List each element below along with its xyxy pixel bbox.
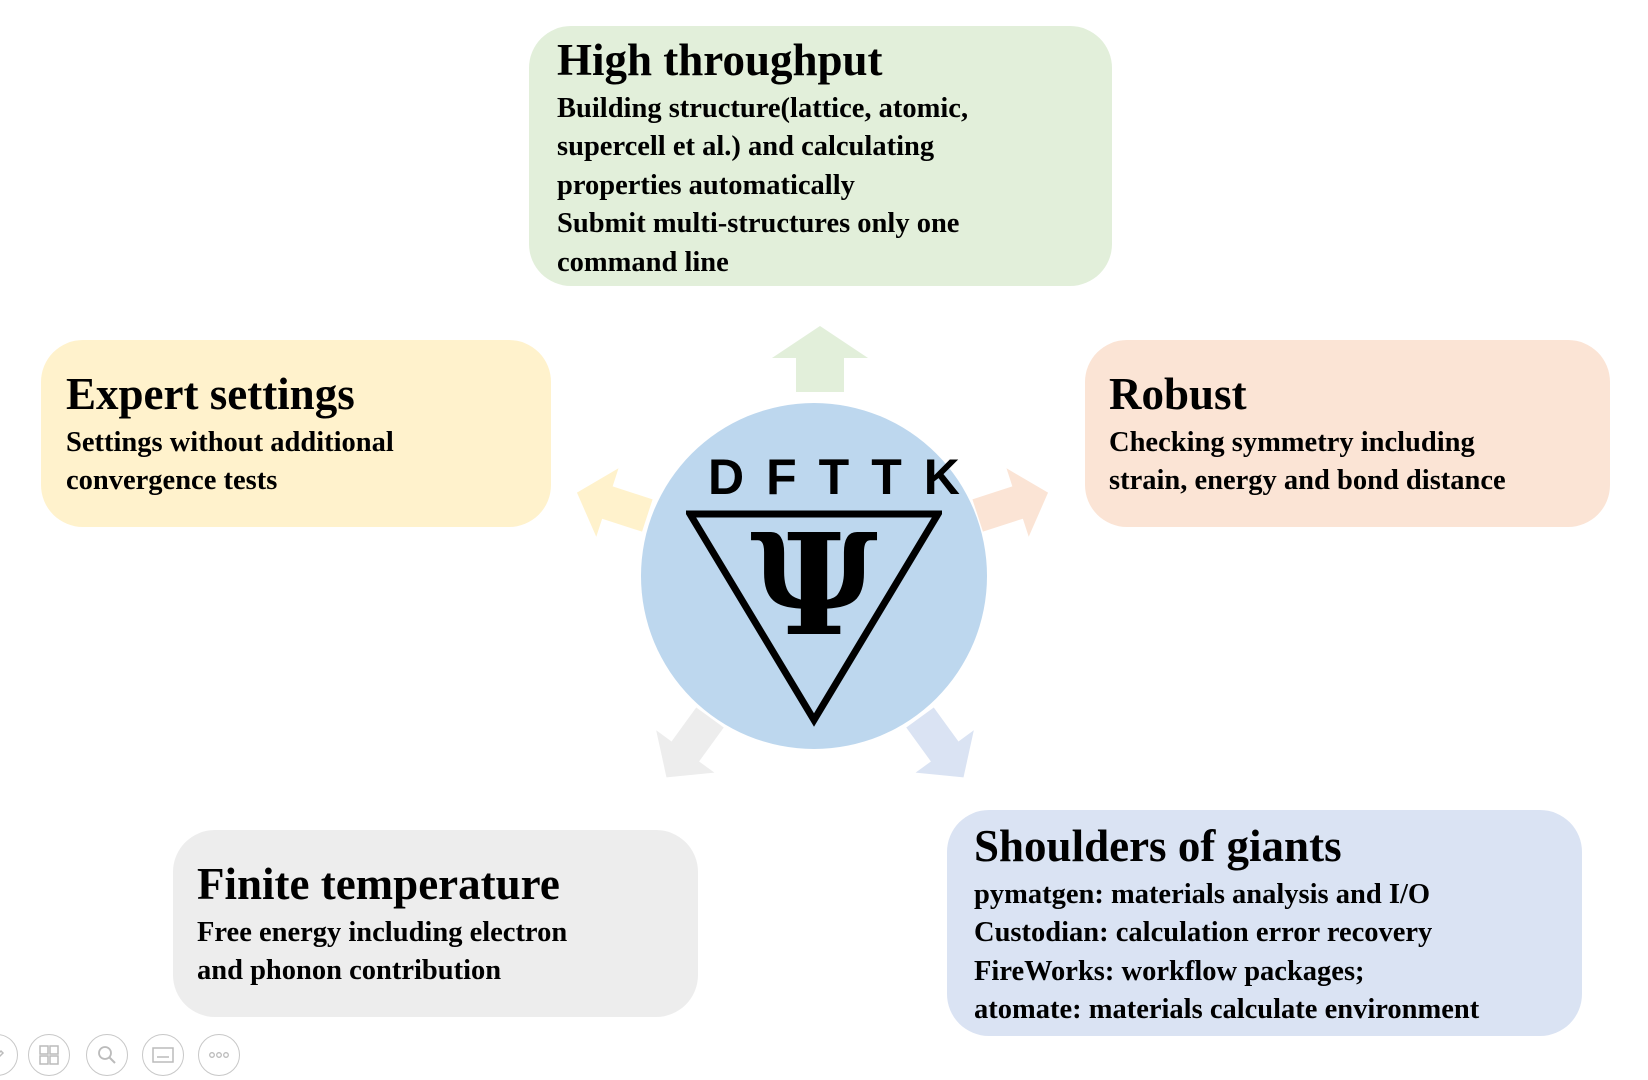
card-line: properties automatically: [557, 169, 855, 201]
center-hub: [641, 403, 987, 749]
card-line: command line: [557, 246, 729, 278]
card-line: Custodian: calculation error recovery: [974, 917, 1433, 948]
dfttk-logo-text: DFTTK: [708, 449, 982, 505]
card-line: strain, energy and bond distance: [1109, 465, 1506, 496]
card-line: Checking symmetry including: [1109, 426, 1475, 458]
card-expert-settings: Expert settings Settings without additio…: [41, 340, 551, 527]
card-title: Finite temperature: [197, 859, 560, 909]
card-title: High throughput: [557, 35, 883, 85]
card-title: Expert settings: [66, 369, 355, 419]
arrow-lower-right: [906, 707, 974, 778]
presentation-toolbar: [0, 1034, 260, 1078]
more-icon: [209, 1052, 229, 1058]
card-line: atomate: materials calculate environment: [974, 994, 1480, 1025]
zoom-icon: [98, 1046, 116, 1064]
card-finite-temperature: Finite temperature Free energy including…: [173, 830, 698, 1017]
card-line: and phonon contribution: [197, 955, 502, 986]
pen-icon: [0, 1049, 5, 1058]
card-high-throughput: High throughput Building structure(latti…: [529, 26, 1112, 286]
subtitles-icon: [152, 1047, 174, 1063]
psi-symbol: Ψ: [750, 510, 878, 668]
arrow-upper-left: [576, 468, 653, 537]
card-line: supercell et al.) and calculating: [557, 131, 935, 162]
slides-grid-button[interactable]: [28, 1034, 70, 1076]
card-shoulders-of-giants: Shoulders of giants pymatgen: materials …: [947, 810, 1582, 1036]
arrow-up: [772, 326, 868, 392]
card-robust: Robust Checking symmetry including strai…: [1085, 340, 1610, 527]
card-line: Free energy including electron: [197, 916, 568, 948]
slides-grid-icon: [39, 1045, 59, 1065]
card-line: Submit multi-structures only one: [557, 208, 960, 239]
arrow-lower-left: [656, 707, 724, 778]
more-button[interactable]: [198, 1034, 240, 1076]
card-line: Building structure(lattice, atomic,: [557, 92, 969, 124]
subtitles-button[interactable]: [142, 1034, 184, 1076]
card-line: FireWorks: workflow packages;: [974, 955, 1365, 987]
arrow-upper-right: [972, 468, 1049, 537]
psi-triangle-logo: Ψ: [686, 510, 942, 727]
zoom-button[interactable]: [86, 1034, 128, 1076]
card-title: Shoulders of giants: [974, 821, 1342, 871]
pen-button[interactable]: [0, 1034, 18, 1076]
card-title: Robust: [1109, 369, 1247, 419]
card-line: pymatgen: materials analysis and I/O: [974, 878, 1431, 910]
card-line: Settings without additional: [66, 426, 394, 458]
card-line: convergence tests: [66, 465, 278, 496]
